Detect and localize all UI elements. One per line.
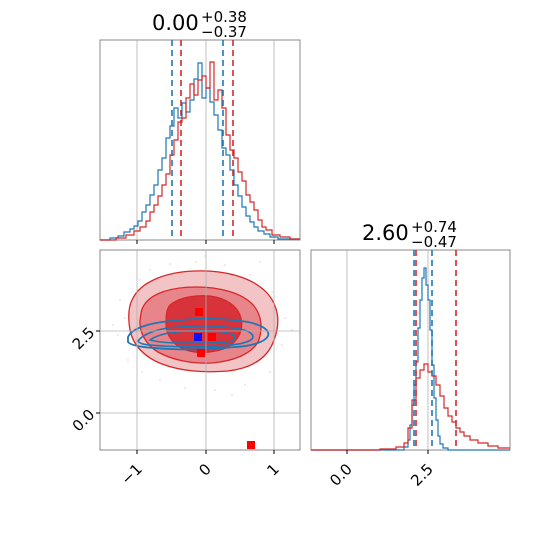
panel-top-left-frame — [99, 39, 301, 241]
title-top-left-upper: +0.38 — [201, 8, 247, 26]
scatter-point — [231, 394, 233, 396]
title-top-left-value: 0.00 — [152, 11, 199, 35]
ytick-2d-0: 0.0 — [69, 406, 99, 436]
marker-point — [197, 349, 205, 357]
panel-right-frame — [310, 249, 511, 451]
panel-2d-contour: −1 0 1 2.5 0.0 — [69, 249, 301, 488]
scatter-point — [149, 269, 151, 271]
scatter-point — [259, 261, 261, 263]
xtick-2d-neg1: −1 — [117, 460, 145, 488]
scatter-point — [139, 279, 141, 281]
marker-point — [247, 441, 255, 449]
hist-right-series-b — [311, 363, 510, 451]
scatter-point — [141, 371, 143, 373]
scatter-point — [124, 317, 126, 319]
title-right-value: 2.60 — [362, 221, 409, 245]
xtick-right-2.5: 2.5 — [407, 460, 437, 490]
marker-point — [195, 308, 203, 316]
scatter-point — [204, 255, 206, 257]
contour-a-outer — [127, 317, 270, 351]
scatter-point — [184, 387, 186, 389]
scatter-point — [214, 389, 216, 391]
scatter-point — [244, 384, 246, 386]
hist-top-left-series-b — [100, 61, 300, 241]
scatter-point — [269, 371, 271, 373]
contour-b-inner — [165, 295, 243, 354]
marker-point — [194, 333, 202, 341]
scatter-point — [159, 379, 161, 381]
title-top-left-lower: −0.37 — [201, 23, 247, 41]
scatter-point — [249, 274, 251, 276]
contour-a-mid — [137, 325, 254, 348]
scatter-point — [169, 263, 171, 265]
hist-top-left-series-a — [100, 62, 300, 241]
scatter-point — [271, 291, 273, 293]
scatter-point — [284, 317, 286, 319]
marker-point — [208, 333, 216, 341]
panel-top-left-histogram: 0.00 +0.38 −0.37 — [99, 8, 301, 244]
panel-right-histogram: 0.0 2.5 2.60 +0.74 −0.47 — [310, 218, 511, 490]
xtick-2d-0: 0 — [195, 460, 214, 479]
scatter-point — [291, 329, 293, 331]
scatter-point — [127, 359, 129, 361]
scatter-point — [112, 324, 114, 326]
xtick-2d-1: 1 — [263, 460, 282, 479]
title-right-lower: −0.47 — [411, 233, 457, 251]
hist-right-series-a — [311, 267, 510, 451]
scatter-point — [117, 334, 119, 336]
xtick-right-0: 0.0 — [326, 460, 356, 490]
scatter-point — [195, 261, 197, 263]
ytick-2d-2.5: 2.5 — [69, 324, 99, 354]
title-right-upper: +0.74 — [411, 218, 457, 236]
scatter-point — [119, 299, 121, 301]
scatter-point — [224, 264, 226, 266]
scatter-points — [112, 255, 293, 396]
panel-2d-frame — [99, 249, 301, 451]
scatter-point — [281, 344, 283, 346]
